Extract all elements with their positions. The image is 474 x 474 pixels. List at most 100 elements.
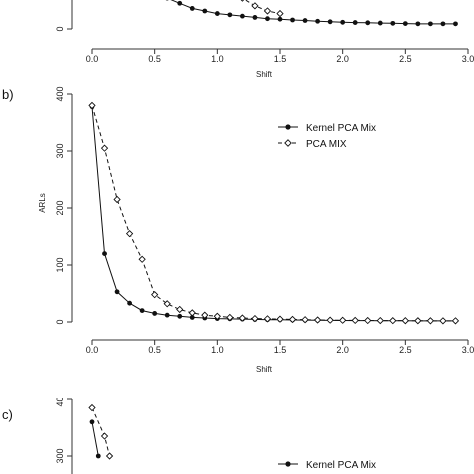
data-point — [439, 317, 447, 325]
series-kernel-pca-mix — [89, 104, 458, 324]
x-axis-label: Shift — [256, 365, 273, 374]
data-point — [226, 313, 234, 322]
x-axis-label: Shift — [256, 70, 273, 79]
y-axis-label: ARLs — [38, 193, 47, 213]
data-point — [202, 8, 208, 14]
y-tick-label: 100 — [55, 257, 65, 272]
data-point — [288, 315, 297, 324]
y-tick-label: 300 — [55, 448, 65, 463]
legend-label: Kernel PCA Mix — [306, 123, 376, 134]
data-point — [389, 316, 397, 325]
data-point — [351, 316, 359, 325]
data-point — [340, 19, 346, 25]
series-line — [91, 105, 456, 322]
data-point — [89, 419, 95, 425]
data-point — [326, 316, 334, 324]
panel-label: c) — [2, 407, 13, 422]
data-point — [315, 18, 320, 24]
data-point — [290, 17, 295, 23]
series-pca-mix — [88, 101, 460, 325]
data-point — [240, 13, 245, 19]
y-tick-label: 400 — [55, 391, 65, 406]
series-line — [170, 0, 456, 25]
series-pca-mix — [88, 403, 114, 460]
data-point — [164, 312, 170, 318]
data-point — [426, 317, 435, 325]
series-line — [91, 421, 99, 457]
data-point — [390, 20, 396, 26]
data-point — [414, 317, 422, 325]
series-line — [91, 407, 110, 457]
chart-panel-1: 0 0.0 0.5 1.0 1.5 2.0 2.5 3.0 Shift — [55, 0, 474, 79]
data-point — [240, 0, 245, 2]
x-tick-label: 2.5 — [399, 345, 412, 355]
data-point — [313, 316, 322, 324]
data-point — [177, 0, 183, 6]
data-point — [251, 2, 259, 10]
data-point — [139, 308, 145, 313]
data-point — [100, 432, 109, 440]
legend-label: Kernel PCA Mix — [306, 460, 376, 471]
data-point — [213, 312, 221, 320]
data-point — [165, 0, 169, 1]
x-tick-label: 3.0 — [462, 54, 474, 64]
y-tick-label: 0 — [55, 319, 65, 324]
legend-marker — [285, 124, 291, 130]
data-point — [114, 289, 120, 295]
data-point — [113, 195, 121, 204]
data-point — [214, 11, 220, 16]
data-point — [238, 314, 247, 322]
x-tick-label: 2.0 — [336, 54, 349, 64]
data-point — [263, 315, 272, 323]
x-tick-label: 2.5 — [399, 54, 412, 64]
data-point — [276, 315, 284, 323]
data-point — [377, 20, 383, 26]
x-tick-label: 0.5 — [148, 345, 161, 355]
data-point — [365, 20, 371, 26]
data-point — [88, 101, 96, 110]
y-tick-label: 200 — [55, 200, 65, 215]
data-point — [402, 21, 408, 26]
x-tick-label: 0.5 — [148, 54, 161, 64]
legend-marker — [284, 139, 292, 147]
data-point — [401, 317, 409, 325]
data-point — [276, 9, 284, 18]
x-tick-label: 1.0 — [211, 345, 224, 355]
data-point — [364, 316, 372, 325]
data-point — [302, 18, 308, 23]
data-point — [263, 7, 272, 15]
data-point — [188, 309, 196, 317]
y-tick-label: 400 — [55, 86, 65, 101]
x-tick-label: 0.0 — [86, 345, 99, 355]
data-point — [189, 6, 195, 11]
data-point — [176, 305, 184, 314]
series-pca-mix — [240, 0, 284, 18]
data-point — [201, 311, 209, 319]
legend-marker — [285, 461, 291, 467]
y-tick-label: 300 — [55, 143, 65, 158]
series-kernel-pca-mix — [89, 419, 101, 459]
data-point — [95, 453, 101, 459]
data-point — [327, 19, 333, 25]
data-point — [453, 21, 458, 27]
data-point — [428, 21, 433, 27]
series-kernel-pca-mix — [165, 0, 458, 27]
panel-label: b) — [2, 87, 14, 102]
data-point — [100, 144, 109, 152]
data-point — [251, 314, 259, 323]
series-line — [91, 106, 456, 322]
x-tick-label: 3.0 — [462, 345, 474, 355]
data-point — [127, 300, 132, 306]
data-point — [265, 16, 270, 22]
data-point — [440, 21, 446, 27]
x-tick-label: 1.0 — [211, 54, 224, 64]
data-point — [163, 300, 171, 308]
x-tick-label: 0.0 — [86, 54, 99, 64]
x-tick-label: 1.5 — [274, 345, 287, 355]
data-point — [138, 255, 146, 263]
x-tick-label: 1.5 — [274, 54, 287, 64]
